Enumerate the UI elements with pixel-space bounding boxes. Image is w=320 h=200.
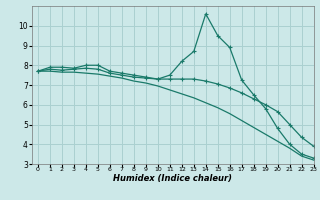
X-axis label: Humidex (Indice chaleur): Humidex (Indice chaleur) [113,174,232,183]
